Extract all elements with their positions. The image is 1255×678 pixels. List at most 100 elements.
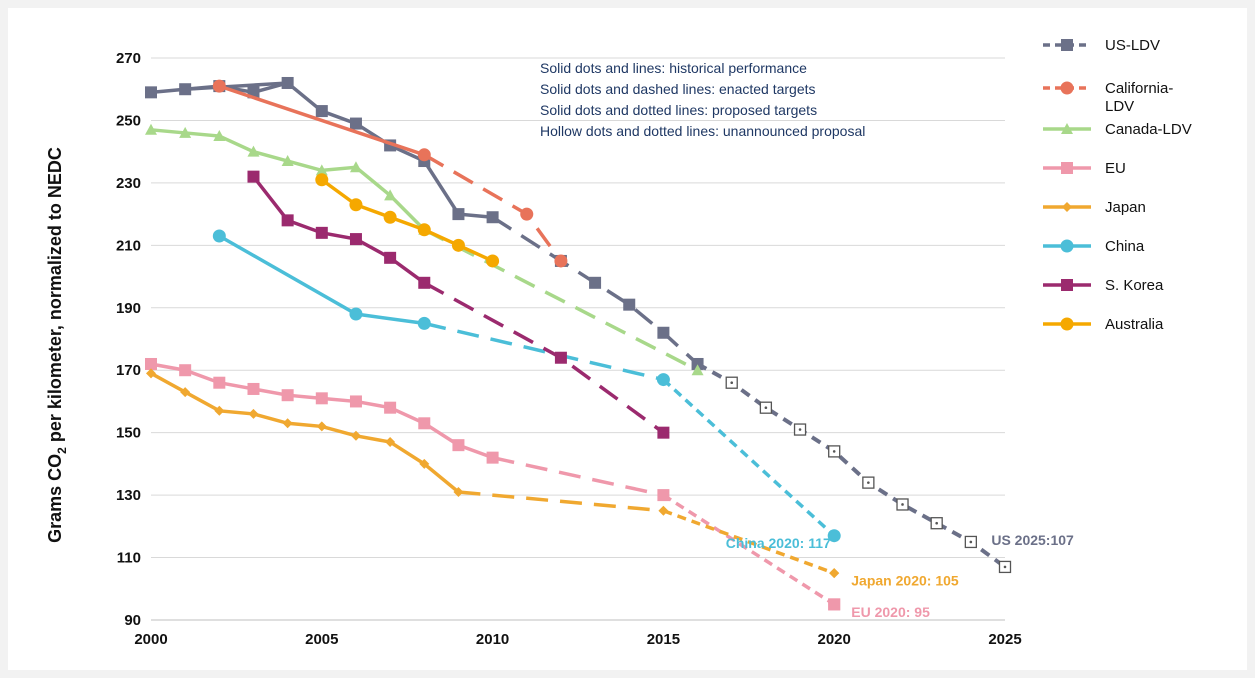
data-point bbox=[486, 451, 499, 464]
data-point bbox=[384, 251, 397, 264]
legend-label: US-LDV bbox=[1105, 37, 1160, 54]
y-tick-label: 110 bbox=[117, 550, 141, 567]
data-point bbox=[315, 173, 329, 187]
legend-label: LDV bbox=[1105, 98, 1134, 115]
unannounced-line bbox=[696, 362, 1007, 569]
legend-marker bbox=[1060, 81, 1074, 95]
data-point bbox=[247, 170, 260, 183]
legend-marker bbox=[1061, 123, 1073, 134]
legend-marker bbox=[1062, 202, 1072, 212]
historical-line bbox=[150, 81, 493, 219]
x-tick-label: 2025 bbox=[988, 631, 1021, 648]
legend-label: California- bbox=[1105, 80, 1173, 97]
series-california-ldv bbox=[212, 79, 568, 268]
y-axis-label: Grams CO2 per kilometer, normalized to N… bbox=[45, 147, 69, 543]
data-point bbox=[214, 405, 225, 416]
data-point bbox=[453, 486, 464, 497]
historical-line bbox=[218, 84, 425, 157]
data-point bbox=[349, 395, 362, 408]
data-point bbox=[349, 198, 363, 212]
data-point bbox=[418, 276, 431, 289]
end-label-china: China 2020: 117 bbox=[726, 535, 831, 551]
historical-line bbox=[320, 178, 494, 263]
x-tick-label: 2020 bbox=[818, 631, 851, 648]
y-tick-label: 90 bbox=[124, 612, 141, 629]
legend-item-australia: Australia bbox=[1043, 316, 1164, 333]
legend-item-california-ldv: California-LDV bbox=[1043, 80, 1173, 115]
annotation-line: Solid dots and dotted lines: proposed ta… bbox=[540, 102, 817, 118]
data-point bbox=[179, 126, 192, 138]
data-point bbox=[554, 351, 567, 364]
x-tick-label: 2010 bbox=[476, 631, 509, 648]
data-point bbox=[315, 226, 328, 239]
legend-label: Australia bbox=[1105, 316, 1164, 333]
data-point bbox=[315, 392, 328, 405]
data-point bbox=[417, 316, 431, 330]
historical-line bbox=[150, 362, 494, 460]
enacted-line bbox=[423, 228, 699, 372]
data-point bbox=[350, 430, 361, 441]
annotation-line: Solid dots and lines: historical perform… bbox=[540, 60, 807, 76]
y-tick-label: 210 bbox=[116, 237, 141, 254]
series-china bbox=[212, 229, 841, 543]
data-point bbox=[281, 214, 294, 227]
data-point bbox=[212, 229, 226, 243]
series-eu bbox=[145, 357, 841, 611]
data-point bbox=[486, 211, 499, 224]
series-australia bbox=[315, 173, 500, 268]
data-point bbox=[213, 376, 226, 389]
proposed-line bbox=[662, 493, 836, 606]
data-point bbox=[349, 161, 362, 173]
data-point bbox=[623, 298, 636, 311]
enacted-line bbox=[458, 490, 664, 513]
series-us-ldv bbox=[145, 76, 1012, 574]
data-point bbox=[691, 357, 704, 370]
data-point bbox=[146, 368, 156, 379]
data-point bbox=[829, 568, 840, 579]
x-tick-label: 2005 bbox=[305, 631, 338, 648]
legend-marker bbox=[1060, 239, 1074, 253]
data-point bbox=[451, 238, 465, 252]
data-point bbox=[247, 145, 260, 157]
data-point bbox=[658, 505, 669, 516]
historical-line bbox=[185, 81, 289, 95]
series-s-korea bbox=[247, 170, 670, 439]
data-point bbox=[180, 387, 191, 398]
end-label-us-ldv: US 2025:107 bbox=[991, 532, 1074, 548]
data-point bbox=[281, 389, 294, 402]
data-point bbox=[657, 426, 670, 439]
data-point bbox=[281, 155, 294, 167]
legend-marker bbox=[1061, 39, 1073, 51]
data-point bbox=[212, 79, 226, 93]
hollow-point-dot bbox=[867, 481, 870, 484]
data-point bbox=[417, 148, 431, 162]
data-point bbox=[248, 408, 259, 419]
annotation-line: Hollow dots and dotted lines: unannounce… bbox=[540, 123, 865, 139]
data-point bbox=[349, 233, 362, 246]
legend-item-china: China bbox=[1043, 238, 1145, 255]
series-canada-ldv bbox=[145, 123, 704, 376]
legend-label: Japan bbox=[1105, 199, 1146, 216]
legend-marker bbox=[1061, 279, 1073, 291]
hollow-point-dot bbox=[798, 428, 802, 431]
y-tick-label: 250 bbox=[116, 112, 141, 129]
hollow-point-dot bbox=[764, 406, 768, 409]
enacted-line bbox=[492, 455, 664, 497]
end-label-japan: Japan 2020: 105 bbox=[851, 573, 959, 589]
y-tick-label: 270 bbox=[116, 50, 141, 67]
data-point bbox=[247, 382, 260, 395]
chart-card: 90 110 130 150 170 190 210 230 250 270 2000 2005 201… bbox=[8, 8, 1247, 670]
legend-marker bbox=[1060, 317, 1074, 331]
y-tick-label: 150 bbox=[116, 425, 141, 442]
legend-item-eu: EU bbox=[1043, 160, 1126, 177]
data-point bbox=[828, 598, 841, 611]
y-tick-label: 190 bbox=[116, 300, 141, 317]
data-point bbox=[554, 254, 568, 268]
data-point bbox=[316, 421, 327, 432]
data-point bbox=[145, 86, 157, 99]
legend-item-us-ldv: US-LDV bbox=[1043, 37, 1160, 54]
data-point bbox=[179, 83, 192, 96]
y-tick-label: 130 bbox=[116, 487, 141, 504]
data-point bbox=[282, 418, 293, 429]
data-point bbox=[417, 223, 431, 237]
